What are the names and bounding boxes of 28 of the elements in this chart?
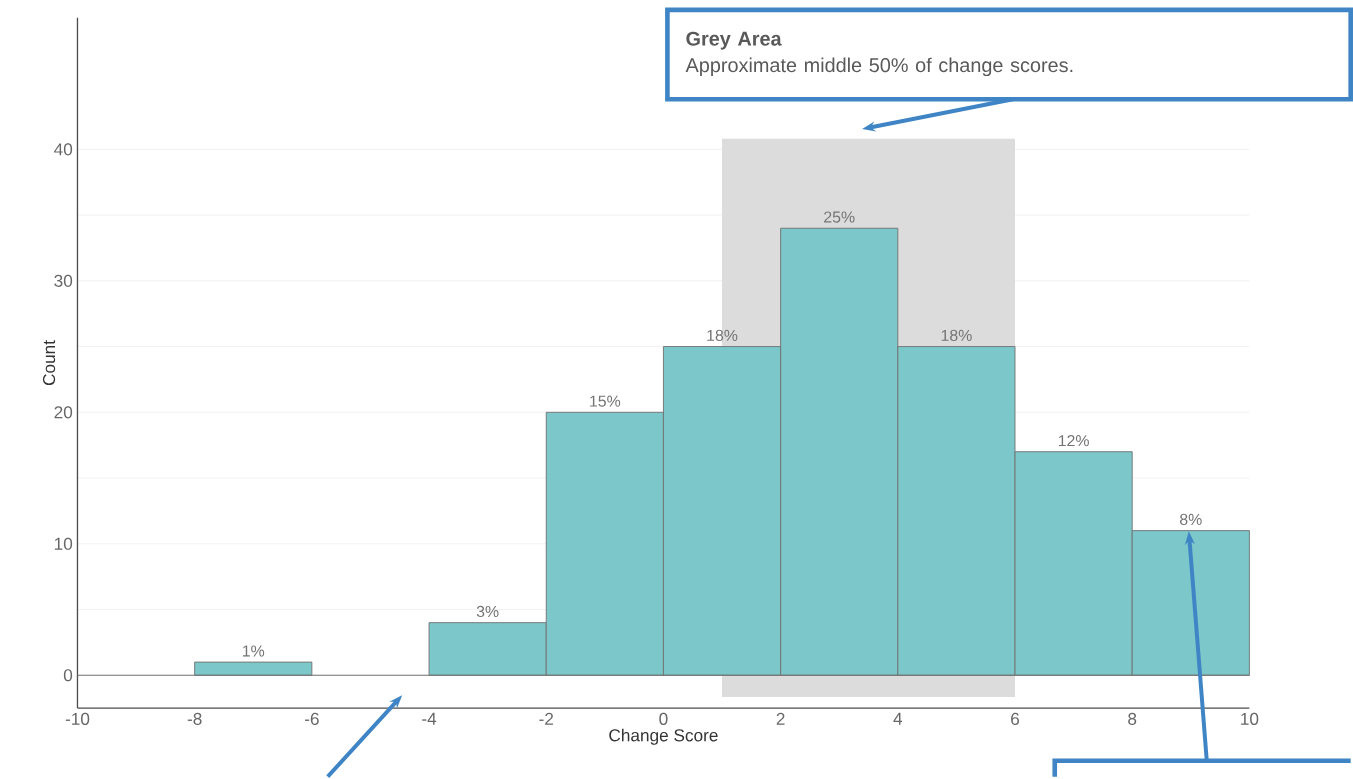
x-tick-label: 6 (1011, 712, 1020, 725)
y-tick-label: 30 (54, 274, 73, 287)
annotation: 3% (476, 605, 499, 618)
y-tick-label: 10 (54, 537, 73, 550)
x-tick-label: -4 (422, 712, 437, 725)
annotation: 15% (590, 395, 621, 407)
y-axis-title: Count (42, 340, 56, 386)
annotation: 8% (1180, 513, 1202, 526)
x-tick-label: 4 (893, 712, 903, 725)
x-tick-label: -2 (539, 712, 554, 725)
annotation: Approximate middle 50% of change scores. (685, 57, 1073, 77)
annotation: 25% (824, 211, 855, 223)
x-tick-label: -8 (187, 712, 202, 725)
y-tick-label: 40 (54, 143, 73, 156)
x-tick-label: 10 (1241, 712, 1259, 725)
annotation: 18% (707, 329, 738, 341)
annotation: 1% (242, 645, 265, 657)
x-axis-title: Change Score (609, 728, 718, 745)
x-tick-label: 8 (1128, 712, 1137, 725)
x-tick-label: -10 (65, 712, 90, 725)
annotation: Grey Area (686, 31, 782, 50)
x-tick-label: -6 (304, 712, 319, 725)
annotation: 12% (1058, 435, 1089, 447)
annotation: 18% (941, 329, 972, 341)
y-tick-label: 0 (63, 669, 73, 682)
y-tick-label: 20 (54, 406, 73, 419)
x-tick-label: 2 (776, 712, 785, 725)
x-tick-label: 0 (659, 712, 668, 725)
